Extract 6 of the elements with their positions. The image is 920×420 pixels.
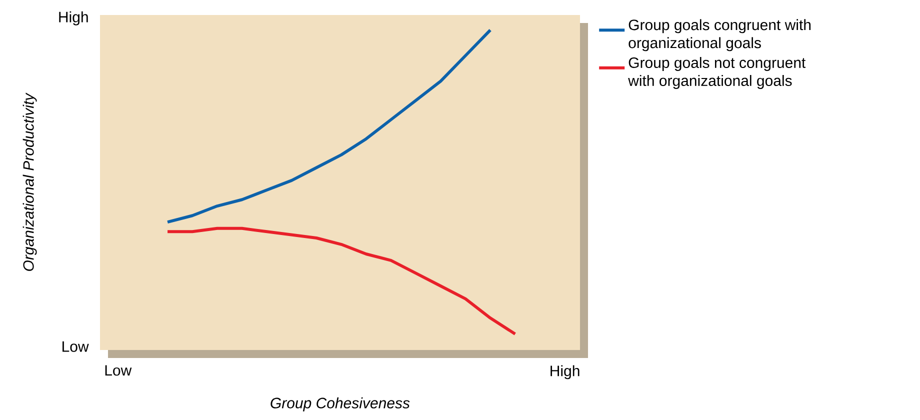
x-axis-title: Group Cohesiveness [270, 397, 410, 412]
y-axis-title: Organizational Productivity [22, 92, 37, 271]
text: Low [62, 341, 89, 352]
legend-label: Group goals congruent with organizational goals [628, 19, 811, 52]
legend-label: Group goals not congruent with organizational goals [628, 56, 806, 89]
text: High [59, 11, 88, 26]
